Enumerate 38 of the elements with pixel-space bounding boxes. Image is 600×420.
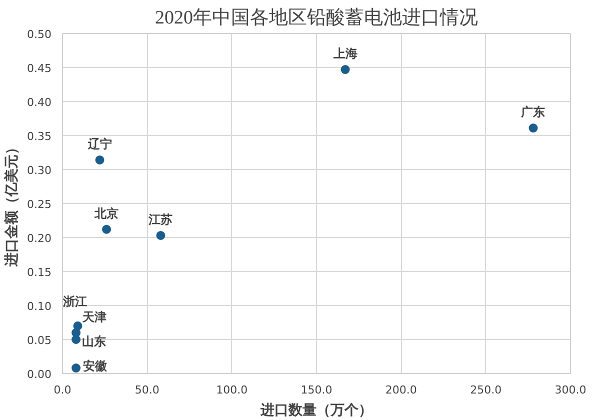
point [156, 230, 166, 240]
x-tick-label: 250.0 [470, 384, 502, 396]
annotation: 安徽 [83, 359, 108, 374]
y-axis-title: 进口金额（亿美元） [3, 140, 20, 268]
y-tick-label: 0.40 [27, 96, 52, 109]
point [72, 364, 81, 373]
y-tick-label: 0.30 [27, 164, 52, 177]
x-tick-label: 50.0 [134, 384, 160, 396]
annotation: 天津 [82, 310, 107, 324]
annotation: 北京 [94, 206, 119, 220]
y-tick-label: 0.45 [27, 62, 52, 75]
y-tick-label: 0.05 [27, 334, 52, 347]
y-tick-label: 0.25 [27, 198, 52, 211]
x-tick-label: 100.0 [216, 384, 248, 396]
point [72, 335, 81, 344]
y-tick-label: 0.35 [27, 130, 52, 143]
chart-title: 2020年中国各地区铅酸蓄电池进口情况 [155, 8, 478, 28]
annotation: 上海 [332, 46, 358, 61]
y-tick-label: 0.10 [27, 300, 52, 313]
point [102, 224, 112, 234]
y-tick-label: 0.15 [27, 266, 52, 279]
annotation: 江苏 [148, 212, 173, 226]
point [73, 321, 82, 330]
annotation: 山东 [82, 334, 106, 348]
point [528, 124, 538, 133]
x-tick-label: 0.0 [54, 384, 72, 396]
x-tick-label: 300.0 [554, 384, 586, 396]
annotation: 辽宁 [86, 136, 112, 151]
point [340, 65, 350, 74]
y-tick-label: 0.50 [27, 28, 52, 41]
point [95, 155, 104, 164]
y-tick-label: 0.20 [27, 232, 52, 245]
annotation: 浙江 [62, 294, 88, 309]
x-axis-title: 进口数量（万个） [260, 402, 372, 418]
x-tick-label: 150.0 [300, 384, 332, 396]
annotation: 广东 [520, 105, 546, 120]
y-tick-label: 0.00 [27, 368, 52, 381]
x-tick-label: 200.0 [385, 384, 417, 396]
